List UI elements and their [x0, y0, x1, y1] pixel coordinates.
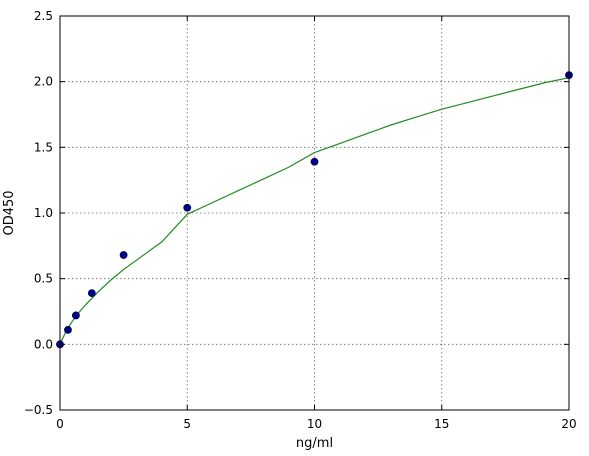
- x-tick-label: 10: [307, 417, 322, 431]
- x-tick-label: 15: [434, 417, 449, 431]
- y-axis-label: OD450: [2, 190, 17, 235]
- x-axis-label: ng/ml: [296, 436, 333, 451]
- grid-lines: [59, 15, 570, 411]
- data-point: [64, 325, 72, 334]
- data-point: [310, 157, 319, 166]
- y-tick-label: 0.5: [34, 272, 53, 286]
- x-tick-label: 5: [183, 417, 191, 431]
- x-tick-label: 20: [561, 417, 576, 431]
- y-tick-label: −0.5: [24, 403, 53, 417]
- y-tick-label: 0.0: [34, 337, 53, 351]
- x-tick-labels: 0 5 10 15 20: [56, 417, 576, 431]
- data-point: [119, 251, 128, 259]
- y-tick-label: 1.0: [34, 206, 53, 220]
- x-tick-label: 0: [56, 417, 64, 431]
- y-tick-labels: −0.5 0.0 0.5 1.0 1.5 2.0 2.5: [24, 9, 53, 417]
- fit-curve-line: [59, 77, 570, 345]
- axis-ticks: [59, 15, 570, 411]
- data-point: [72, 311, 80, 320]
- y-tick-label: 2.5: [34, 9, 53, 23]
- y-tick-label: 2.0: [34, 75, 53, 89]
- y-tick-label: 1.5: [34, 140, 53, 154]
- data-point: [87, 289, 96, 298]
- data-point: [183, 203, 192, 212]
